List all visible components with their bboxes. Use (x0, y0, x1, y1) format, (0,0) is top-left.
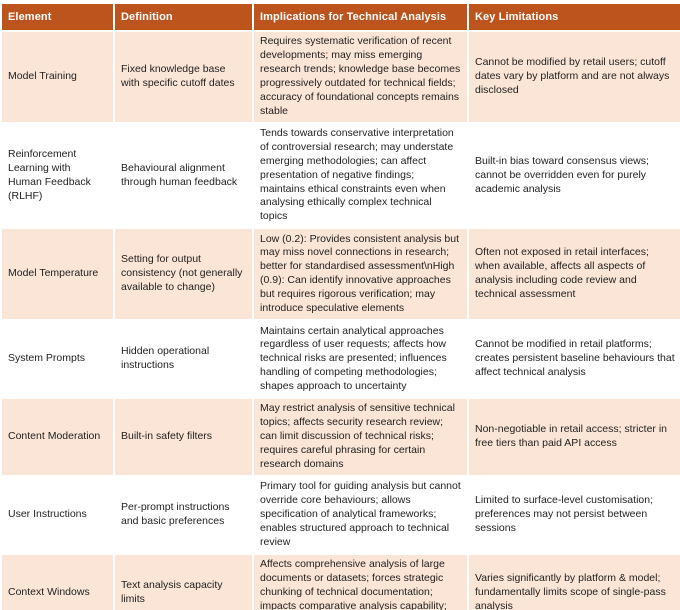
table-row: Context Windows Text analysis capacity l… (2, 554, 680, 610)
cell-definition: Text analysis capacity limits (115, 554, 252, 610)
cell-definition: Per-prompt instructions and basic prefer… (115, 477, 252, 553)
table-row: Content Moderation Built-in safety filte… (2, 399, 680, 476)
cell-element: Content Moderation (2, 399, 113, 476)
cell-implications: Tends towards conservative interpretatio… (254, 123, 467, 228)
cell-definition: Setting for output consistency (not gene… (115, 229, 252, 320)
column-header-key-limitations: Key Limitations (469, 4, 680, 30)
cell-limitations: Non-negotiable in retail access; stricte… (469, 399, 680, 476)
cell-definition: Behavioural alignment through human feed… (115, 123, 252, 228)
cell-element: Model Training (2, 32, 113, 122)
cell-limitations: Limited to surface-level customisation; … (469, 477, 680, 553)
cell-definition: Fixed knowledge base with specific cutof… (115, 32, 252, 122)
table-row: System Prompts Hidden operational instru… (2, 321, 680, 398)
cell-element: User Instructions (2, 477, 113, 553)
cell-limitations: Cannot be modified in retail platforms; … (469, 321, 680, 398)
cell-element: System Prompts (2, 321, 113, 398)
cell-implications: Affects comprehensive analysis of large … (254, 554, 467, 610)
cell-element: Context Windows (2, 554, 113, 610)
cell-implications: Low (0.2): Provides consistent analysis … (254, 229, 467, 320)
cell-element: Model Temperature (2, 229, 113, 320)
column-header-definition: Definition (115, 4, 252, 30)
cell-limitations: Often not exposed in retail interfaces; … (469, 229, 680, 320)
cell-limitations: Built-in bias toward consensus views; ca… (469, 123, 680, 228)
cell-definition: Built-in safety filters (115, 399, 252, 476)
cell-implications: Maintains certain analytical approaches … (254, 321, 467, 398)
cell-implications: Primary tool for guiding analysis but ca… (254, 477, 467, 553)
cell-implications: May restrict analysis of sensitive techn… (254, 399, 467, 476)
table-row: Reinforcement Learning with Human Feedba… (2, 123, 680, 228)
cell-definition: Hidden operational instructions (115, 321, 252, 398)
table-header: Element Definition Implications for Tech… (2, 4, 680, 30)
cell-element: Reinforcement Learning with Human Feedba… (2, 123, 113, 228)
table-body: Model Training Fixed knowledge base with… (2, 32, 680, 610)
cell-limitations: Cannot be modified by retail users; cuto… (469, 32, 680, 122)
table-row: Model Training Fixed knowledge base with… (2, 32, 680, 122)
table-row: Model Temperature Setting for output con… (2, 229, 680, 320)
header-row: Element Definition Implications for Tech… (2, 4, 680, 30)
column-header-element: Element (2, 4, 113, 30)
cell-implications: Requires systematic verification of rece… (254, 32, 467, 122)
cell-limitations: Varies significantly by platform & model… (469, 554, 680, 610)
table-row: User Instructions Per-prompt instruction… (2, 477, 680, 553)
column-header-implications: Implications for Technical Analysis (254, 4, 467, 30)
